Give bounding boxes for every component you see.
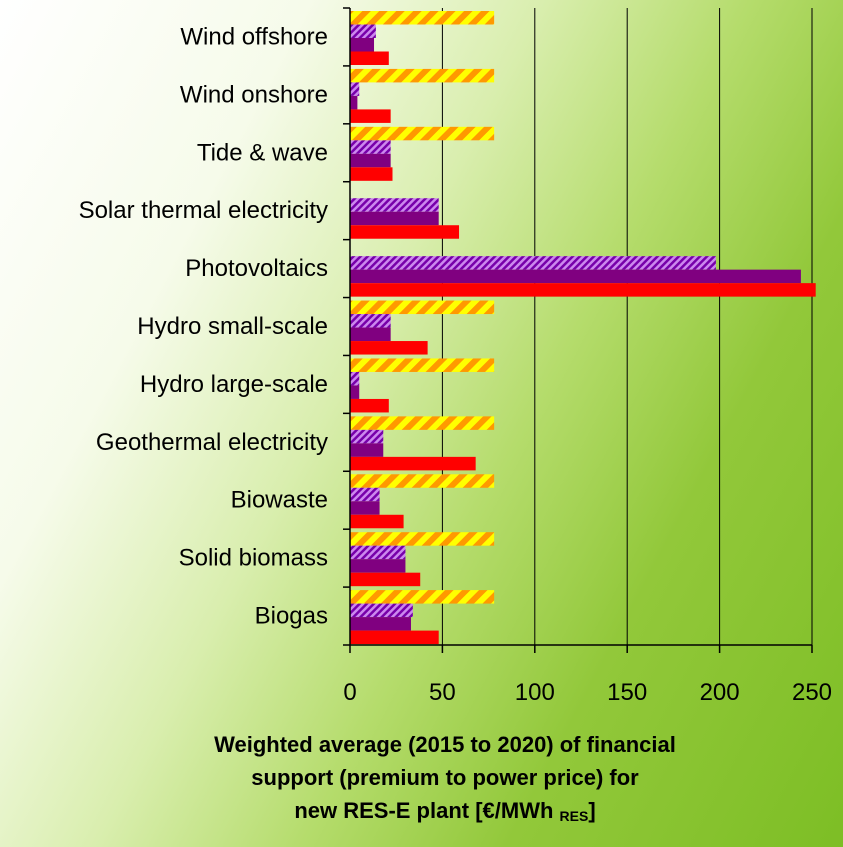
bar-series-4-7 [350,456,476,471]
x-axis-title-unit-end: ] [588,798,596,823]
bar-series-2-0 [350,24,376,38]
x-tick-label: 50 [429,679,456,706]
category-label: Biowaste [231,487,328,514]
x-axis-title-unit: new RES-E plant [€/MWh [294,798,560,823]
bar-series-1-7 [350,416,495,430]
bar-series-4-0 [350,51,389,65]
bar-series-1-9 [350,532,495,546]
bar-series-1-10 [350,590,495,604]
bar-series-2-1 [350,82,360,96]
x-tick-label: 200 [700,679,740,706]
bar-series-4-9 [350,572,421,587]
category-label: Tide & wave [197,139,328,166]
x-axis-title-line-1: Weighted average (2015 to 2020) of finan… [214,732,676,757]
category-label: Photovoltaics [185,255,328,282]
bar-series-3-3 [350,211,439,226]
bar-series-4-5 [350,341,428,355]
x-tick-label: 150 [607,679,647,706]
bar-series-4-8 [350,514,404,529]
bar-series-3-7 [350,443,384,457]
x-axis-title-line-3: new RES-E plant [€/MWh RES] [130,794,760,833]
bar-series-4-10 [350,630,439,645]
x-axis-title: Weighted average (2015 to 2020) of finan… [130,728,760,833]
bar-series-4-4 [350,283,816,297]
bar-series-1-8 [350,474,495,488]
bar-series-2-6 [350,371,360,386]
category-label: Hydro large-scale [140,371,328,398]
bar-series-3-4 [350,269,801,284]
bar-series-1-1 [350,68,495,83]
bar-series-1-6 [350,358,495,372]
bar-series-3-8 [350,501,380,515]
bar-series-1-0 [350,11,495,25]
category-labels: Wind offshore Wind onshore Tide & wave Sola… [79,23,328,629]
bar-series-3-1 [350,95,358,110]
x-tick-labels: 0 50 100 150 200 250 [343,679,832,706]
bar-series-3-9 [350,559,406,573]
bar-series-4-1 [350,109,391,123]
bar-series-2-5 [350,314,391,328]
x-tick-label: 0 [343,679,356,706]
category-label: Wind offshore [180,23,328,50]
category-label: Hydro small-scale [137,313,328,340]
bar-series-2-8 [350,487,380,502]
bar-series-2-10 [350,603,413,618]
bar-series-3-6 [350,385,360,399]
bar-series-1-5 [350,300,495,315]
bar-series-2-9 [350,545,406,560]
bars [350,11,816,645]
category-label: Solar thermal electricity [79,197,328,224]
bar-series-4-2 [350,167,393,181]
bar-series-2-7 [350,429,384,444]
x-tick-label: 250 [792,679,832,706]
category-label: Geothermal electricity [96,429,328,456]
axes [343,7,813,653]
x-axis-title-line-2: support (premium to power price) for [251,765,639,790]
bar-series-2-2 [350,140,391,154]
bar-series-3-0 [350,38,375,52]
bar-series-3-2 [350,153,391,168]
grid-lines [441,8,813,645]
category-label: Wind onshore [180,81,328,108]
bar-series-4-3 [350,225,460,239]
x-tick-label: 100 [515,679,555,706]
category-label: Biogas [255,603,328,630]
bar-series-2-3 [350,198,439,212]
bar-series-3-5 [350,327,391,342]
bar-series-3-10 [350,617,411,631]
category-label: Solid biomass [179,545,328,572]
bar-series-1-2 [350,126,495,141]
bar-series-4-6 [350,398,389,413]
x-axis-title-unit-subscript: RES [559,808,589,824]
bar-series-2-4 [350,256,716,270]
